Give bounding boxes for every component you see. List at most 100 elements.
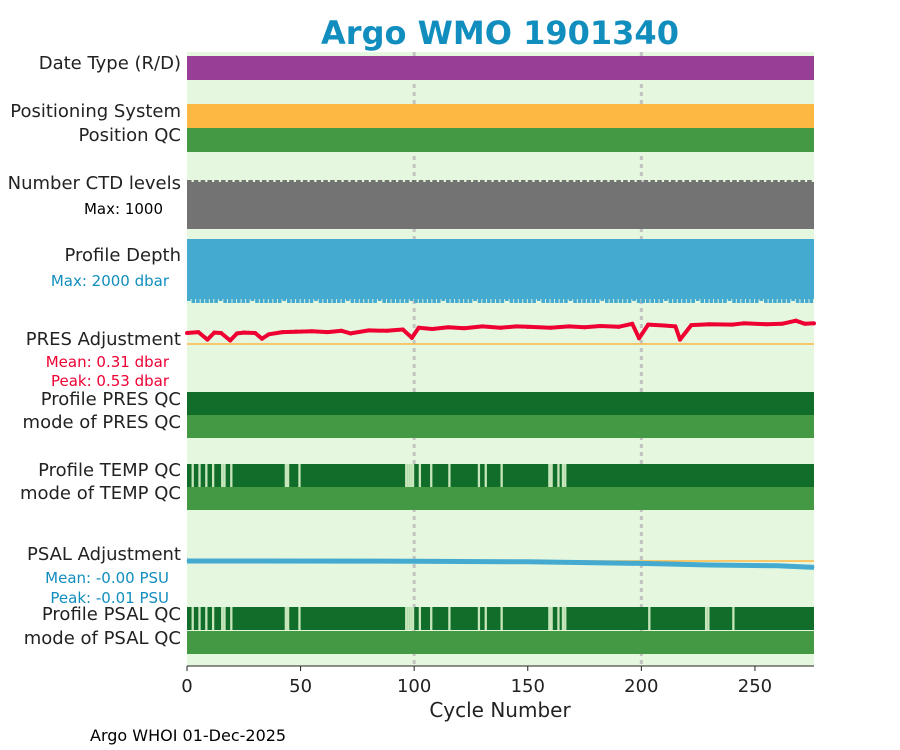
level-tick bbox=[752, 180, 758, 182]
level-tick bbox=[330, 180, 335, 182]
adjustment-point bbox=[366, 328, 371, 333]
depth-tick bbox=[723, 299, 727, 303]
level-tick bbox=[555, 180, 560, 182]
depth-tick bbox=[296, 299, 300, 303]
depth-tick bbox=[396, 299, 400, 303]
level-tick bbox=[289, 180, 294, 182]
adjustment-point bbox=[582, 325, 587, 330]
level-tick bbox=[364, 180, 369, 182]
depth-tick bbox=[436, 299, 441, 303]
depth-tick bbox=[300, 299, 305, 303]
level-tick bbox=[425, 180, 431, 182]
level-tick bbox=[241, 180, 247, 182]
adjustment-point bbox=[409, 335, 414, 340]
qc-gap-cycle-229 bbox=[707, 607, 710, 630]
level-tick bbox=[268, 180, 274, 182]
adjustment-point bbox=[566, 324, 571, 329]
qc-gap-cycle-16 bbox=[223, 464, 226, 487]
depth-tick bbox=[595, 299, 600, 303]
depth-tick bbox=[250, 299, 255, 301]
adjustment-point bbox=[780, 321, 785, 326]
row-label-position-qc: Position QC bbox=[78, 125, 181, 146]
level-tick bbox=[452, 180, 458, 182]
depth-tick bbox=[718, 299, 723, 303]
depth-tick bbox=[636, 299, 641, 303]
depth-tick bbox=[400, 299, 405, 303]
depth-tick bbox=[205, 299, 209, 303]
adjustment-point bbox=[689, 323, 694, 328]
depth-tick bbox=[309, 299, 314, 303]
qc-gap-cycle-159 bbox=[548, 464, 551, 487]
level-tick bbox=[302, 180, 308, 182]
level-tick bbox=[261, 180, 267, 182]
depth-tick bbox=[741, 299, 745, 303]
level-tick bbox=[405, 180, 410, 182]
qc-gap-cycle-115 bbox=[448, 464, 451, 487]
qc-gap-cycle-115 bbox=[448, 607, 451, 630]
level-tick bbox=[561, 180, 567, 182]
qc-gap-cycle-49 bbox=[298, 607, 301, 630]
qc-gap-cycle-131 bbox=[484, 464, 487, 487]
depth-tick bbox=[641, 299, 645, 303]
depth-tick bbox=[614, 299, 618, 303]
qc-gap-cycle-163 bbox=[557, 464, 560, 487]
depth-tick bbox=[704, 299, 709, 303]
level-tick bbox=[255, 180, 260, 182]
qc-gap-cycle-160 bbox=[550, 464, 553, 487]
level-tick bbox=[568, 180, 574, 182]
adjustment-point bbox=[219, 331, 224, 335]
level-tick bbox=[684, 180, 690, 182]
level-tick bbox=[766, 180, 771, 182]
depth-tick bbox=[523, 299, 527, 303]
level-tick bbox=[786, 180, 792, 182]
level-tick bbox=[807, 180, 812, 182]
qc-gap-cycle-96 bbox=[405, 464, 408, 487]
qc-gap-cycle-44 bbox=[286, 464, 290, 487]
adjustment-point bbox=[348, 331, 353, 336]
depth-tick bbox=[386, 299, 391, 303]
adjustment-point bbox=[294, 329, 299, 334]
adjustment-point bbox=[630, 321, 635, 326]
depth-tick bbox=[777, 299, 782, 303]
row-label-date-type-r-d: Date Type (R/D) bbox=[39, 53, 181, 74]
level-tick bbox=[350, 180, 356, 182]
level-tick bbox=[486, 180, 492, 182]
qc-gap-cycle-163 bbox=[557, 607, 560, 630]
depth-tick bbox=[409, 299, 414, 301]
level-tick bbox=[234, 180, 240, 182]
qc-gap-cycle-5 bbox=[198, 607, 201, 630]
level-tick bbox=[439, 180, 444, 182]
adjustment-point bbox=[185, 331, 189, 335]
x-tick-label-200: 200 bbox=[624, 676, 658, 697]
depth-tick bbox=[282, 299, 287, 301]
qc-gap-cycle-160 bbox=[550, 607, 553, 630]
level-tick bbox=[418, 180, 424, 182]
depth-tick bbox=[450, 299, 455, 303]
depth-tick bbox=[809, 299, 814, 303]
depth-tick bbox=[518, 299, 523, 303]
depth-tick bbox=[277, 299, 282, 303]
level-tick bbox=[227, 180, 233, 182]
levels-max-label: Max: 1000 bbox=[84, 200, 163, 218]
depth-tick bbox=[550, 299, 555, 303]
depth-tick bbox=[259, 299, 264, 303]
level-tick bbox=[248, 180, 253, 182]
depth-tick bbox=[536, 299, 541, 301]
adjustment-point bbox=[259, 336, 264, 341]
level-tick bbox=[548, 180, 553, 182]
adjustment-point bbox=[764, 322, 769, 327]
level-tick bbox=[309, 180, 315, 182]
adjustment-point bbox=[498, 325, 503, 330]
qc-gap-cycle-97 bbox=[407, 607, 410, 630]
level-tick bbox=[657, 180, 662, 182]
adjustment-point bbox=[413, 560, 415, 562]
qc-gap-cycle-19 bbox=[230, 464, 233, 487]
qc-gap-cycle-165 bbox=[561, 464, 565, 487]
bar-date-type-r-d bbox=[187, 56, 814, 80]
depth-tick bbox=[405, 299, 409, 303]
level-tick bbox=[466, 180, 471, 182]
level-tick bbox=[718, 180, 724, 182]
depth-tick bbox=[754, 299, 759, 303]
adjustment-point bbox=[325, 330, 330, 335]
depth-tick bbox=[555, 299, 559, 303]
